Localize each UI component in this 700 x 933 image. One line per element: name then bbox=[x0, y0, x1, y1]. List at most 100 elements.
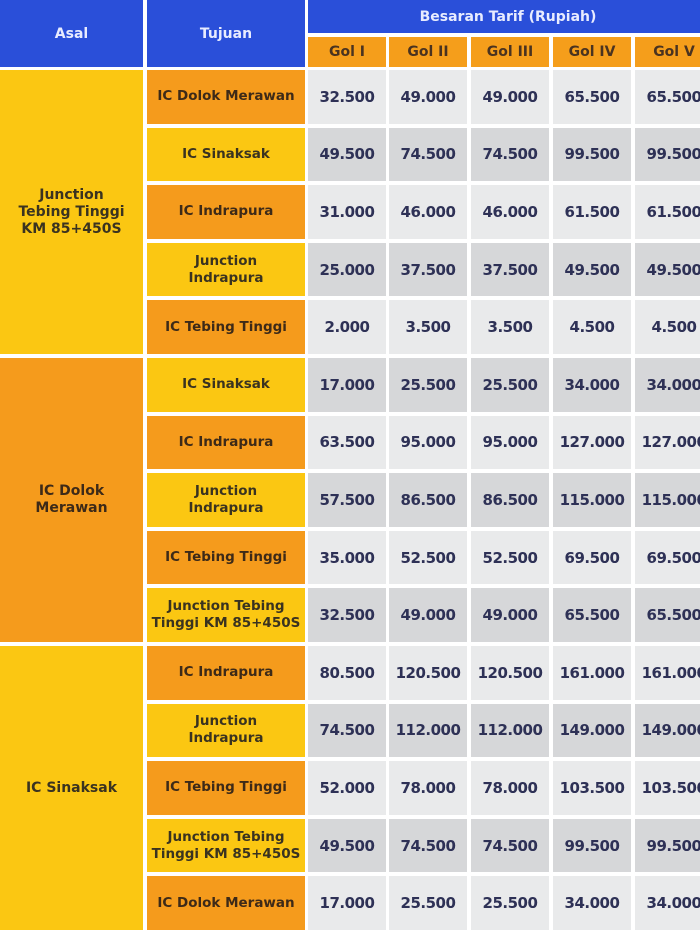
tarif-value-gol-3: 3.500 bbox=[471, 300, 549, 354]
tarif-value-gol-5: 99.500 bbox=[635, 818, 700, 873]
tujuan-cell: IC Tebing Tinggi bbox=[147, 530, 305, 585]
tarif-value-gol-5: 65.500 bbox=[635, 70, 700, 124]
tarif-value-gol-2: 52.500 bbox=[389, 530, 467, 585]
tarif-value-gol-4: 149.000 bbox=[553, 703, 631, 758]
tarif-value-gol-3: 25.500 bbox=[471, 358, 549, 412]
tujuan-cell: IC Tebing Tinggi bbox=[147, 300, 305, 354]
tujuan-cell: Junction Indrapura bbox=[147, 473, 305, 527]
tarif-value-gol-2: 74.500 bbox=[389, 127, 467, 182]
tarif-value-gol-5: 103.500 bbox=[635, 761, 700, 815]
tarif-value-gol-4: 49.500 bbox=[553, 242, 631, 297]
tujuan-cell: IC Sinaksak bbox=[147, 358, 305, 412]
tarif-value-gol-3: 95.000 bbox=[471, 415, 549, 470]
asal-cell: IC Dolok Merawan bbox=[0, 358, 143, 642]
tarif-value-gol-5: 69.500 bbox=[635, 530, 700, 585]
tarif-value-gol-5: 161.000 bbox=[635, 646, 700, 700]
header-gol-4: Gol IV bbox=[553, 37, 631, 67]
tarif-value-gol-4: 127.000 bbox=[553, 415, 631, 470]
tujuan-cell: Junction Indrapura bbox=[147, 703, 305, 758]
asal-cell: Junction Tebing Tinggi KM 85+450S bbox=[0, 70, 143, 354]
tarif-value-gol-3: 78.000 bbox=[471, 761, 549, 815]
tarif-value-gol-3: 86.500 bbox=[471, 473, 549, 527]
tarif-value-gol-1: 35.000 bbox=[308, 530, 386, 585]
tarif-value-gol-1: 52.000 bbox=[308, 761, 386, 815]
tarif-value-gol-4: 99.500 bbox=[553, 818, 631, 873]
tarif-value-gol-3: 46.000 bbox=[471, 185, 549, 239]
tarif-value-gol-1: 17.000 bbox=[308, 876, 386, 930]
tarif-value-gol-1: 80.500 bbox=[308, 646, 386, 700]
tujuan-cell: IC Indrapura bbox=[147, 185, 305, 239]
tarif-value-gol-1: 32.500 bbox=[308, 588, 386, 642]
header-besaran-tarif: Besaran Tarif (Rupiah) bbox=[308, 0, 700, 33]
tarif-value-gol-3: 74.500 bbox=[471, 127, 549, 182]
tarif-value-gol-5: 4.500 bbox=[635, 300, 700, 354]
tujuan-cell: IC Dolok Merawan bbox=[147, 876, 305, 930]
tarif-value-gol-1: 17.000 bbox=[308, 358, 386, 412]
tujuan-cell: IC Indrapura bbox=[147, 646, 305, 700]
tarif-value-gol-1: 57.500 bbox=[308, 473, 386, 527]
tarif-value-gol-5: 65.500 bbox=[635, 588, 700, 642]
tarif-value-gol-1: 49.500 bbox=[308, 818, 386, 873]
tarif-value-gol-2: 25.500 bbox=[389, 358, 467, 412]
tarif-value-gol-2: 25.500 bbox=[389, 876, 467, 930]
tujuan-cell: IC Indrapura bbox=[147, 415, 305, 470]
tarif-value-gol-3: 37.500 bbox=[471, 242, 549, 297]
tarif-value-gol-5: 49.500 bbox=[635, 242, 700, 297]
tarif-value-gol-5: 61.500 bbox=[635, 185, 700, 239]
tarif-value-gol-5: 34.000 bbox=[635, 876, 700, 930]
tarif-value-gol-2: 49.000 bbox=[389, 588, 467, 642]
tarif-value-gol-5: 115.000 bbox=[635, 473, 700, 527]
header-tujuan: Tujuan bbox=[147, 0, 305, 67]
tarif-value-gol-2: 74.500 bbox=[389, 818, 467, 873]
header-gol-3: Gol III bbox=[471, 37, 549, 67]
tarif-value-gol-2: 37.500 bbox=[389, 242, 467, 297]
tujuan-cell: IC Dolok Merawan bbox=[147, 70, 305, 124]
tarif-value-gol-1: 63.500 bbox=[308, 415, 386, 470]
tarif-value-gol-3: 49.000 bbox=[471, 588, 549, 642]
tujuan-cell: IC Tebing Tinggi bbox=[147, 761, 305, 815]
tarif-value-gol-5: 99.500 bbox=[635, 127, 700, 182]
tarif-value-gol-4: 65.500 bbox=[553, 588, 631, 642]
header-gol-2: Gol II bbox=[389, 37, 467, 67]
tarif-value-gol-4: 69.500 bbox=[553, 530, 631, 585]
tujuan-cell: Junction Indrapura bbox=[147, 242, 305, 297]
tarif-value-gol-4: 34.000 bbox=[553, 876, 631, 930]
tarif-value-gol-3: 74.500 bbox=[471, 818, 549, 873]
tarif-value-gol-2: 95.000 bbox=[389, 415, 467, 470]
tarif-value-gol-2: 78.000 bbox=[389, 761, 467, 815]
header-gol-1: Gol I bbox=[308, 37, 386, 67]
tarif-value-gol-2: 112.000 bbox=[389, 703, 467, 758]
tarif-value-gol-2: 86.500 bbox=[389, 473, 467, 527]
tarif-value-gol-4: 161.000 bbox=[553, 646, 631, 700]
tarif-value-gol-2: 49.000 bbox=[389, 70, 467, 124]
tujuan-cell: IC Sinaksak bbox=[147, 127, 305, 182]
tarif-value-gol-3: 112.000 bbox=[471, 703, 549, 758]
tarif-value-gol-3: 49.000 bbox=[471, 70, 549, 124]
tujuan-cell: Junction Tebing Tinggi KM 85+450S bbox=[147, 818, 305, 873]
tarif-value-gol-3: 25.500 bbox=[471, 876, 549, 930]
tarif-value-gol-1: 74.500 bbox=[308, 703, 386, 758]
tarif-value-gol-4: 115.000 bbox=[553, 473, 631, 527]
tarif-value-gol-1: 31.000 bbox=[308, 185, 386, 239]
tarif-value-gol-5: 127.000 bbox=[635, 415, 700, 470]
tarif-value-gol-5: 34.000 bbox=[635, 358, 700, 412]
tujuan-cell: Junction Tebing Tinggi KM 85+450S bbox=[147, 588, 305, 642]
header-gol-5: Gol V bbox=[635, 37, 700, 67]
asal-cell: IC Sinaksak bbox=[0, 646, 143, 930]
tarif-value-gol-4: 65.500 bbox=[553, 70, 631, 124]
tarif-value-gol-4: 61.500 bbox=[553, 185, 631, 239]
tarif-value-gol-1: 2.000 bbox=[308, 300, 386, 354]
tarif-value-gol-4: 99.500 bbox=[553, 127, 631, 182]
tarif-value-gol-5: 149.000 bbox=[635, 703, 700, 758]
tarif-value-gol-4: 4.500 bbox=[553, 300, 631, 354]
header-asal: Asal bbox=[0, 0, 143, 67]
tarif-value-gol-4: 103.500 bbox=[553, 761, 631, 815]
tarif-value-gol-2: 3.500 bbox=[389, 300, 467, 354]
tarif-value-gol-1: 49.500 bbox=[308, 127, 386, 182]
tarif-value-gol-2: 120.500 bbox=[389, 646, 467, 700]
tarif-value-gol-3: 52.500 bbox=[471, 530, 549, 585]
tarif-value-gol-1: 32.500 bbox=[308, 70, 386, 124]
tarif-value-gol-3: 120.500 bbox=[471, 646, 549, 700]
tarif-value-gol-2: 46.000 bbox=[389, 185, 467, 239]
tarif-value-gol-4: 34.000 bbox=[553, 358, 631, 412]
